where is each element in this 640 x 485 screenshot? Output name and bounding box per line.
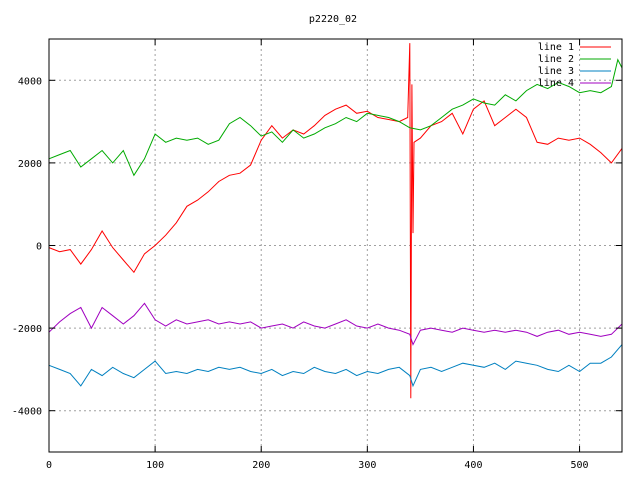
- y-tick-label: 2000: [18, 159, 42, 170]
- axis-ticks: 0 100 200 300 400 500 -4000 -2000 0 2000 4000: [12, 39, 622, 471]
- x-tick-label: 200: [252, 460, 270, 471]
- legend-label: line 2: [538, 54, 574, 65]
- x-tick-label: 400: [464, 460, 482, 471]
- series-lines: [48, 43, 623, 399]
- series-4-line: [48, 302, 623, 346]
- grid-lines: [48, 39, 622, 452]
- x-tick-label: 0: [46, 460, 52, 471]
- legend-label: line 3: [538, 66, 574, 77]
- legend-label: line 1: [538, 42, 574, 53]
- series-2-line: [48, 58, 623, 177]
- x-tick-label: 500: [571, 460, 589, 471]
- x-tick-label: 300: [358, 460, 376, 471]
- y-tick-label: -4000: [12, 407, 42, 418]
- series-3-line: [48, 344, 623, 388]
- y-tick-label: 4000: [18, 76, 42, 87]
- chart-title: p2220_02: [309, 14, 357, 25]
- y-tick-label: 0: [36, 242, 42, 253]
- series-1-line: [48, 43, 623, 399]
- legend-label: line 4: [538, 78, 574, 89]
- x-tick-label: 100: [146, 460, 164, 471]
- y-tick-label: -2000: [12, 324, 42, 335]
